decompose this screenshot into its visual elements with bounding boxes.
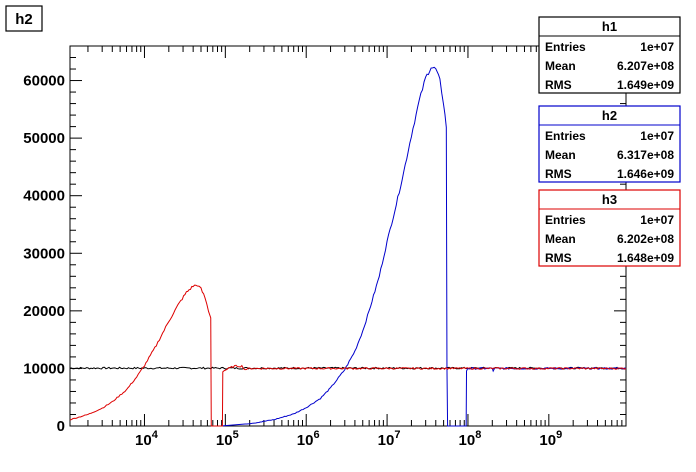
stats-box-frame	[538, 105, 681, 183]
stats-box-title: h2	[602, 108, 617, 123]
stats-value: 1e+07	[640, 40, 674, 54]
stats-label: RMS	[545, 167, 572, 181]
stats-label: Entries	[545, 213, 586, 227]
stats-value: 1.648e+09	[617, 251, 674, 265]
stats-label: RMS	[545, 251, 572, 265]
stats-value: 6.207e+08	[617, 59, 674, 73]
stats-value: 6.202e+08	[617, 232, 674, 246]
stats-label: Entries	[545, 40, 586, 54]
title-box: h2	[5, 5, 43, 32]
y-tick-label: 30000	[23, 245, 65, 262]
x-tick-label: 105	[216, 429, 239, 449]
stats-box-h1: h1 Entries 1e+07 Mean 6.207e+08 RMS 1.649e+09	[538, 16, 681, 94]
stats-label: Entries	[545, 129, 586, 143]
stats-label: Mean	[545, 148, 576, 162]
x-tick-label: 109	[539, 429, 562, 449]
y-tick-label: 10000	[23, 360, 65, 377]
x-tick-label: 104	[135, 429, 159, 449]
y-axis: 0 10000 20000 30000 40000 50000 60000	[23, 45, 626, 435]
x-tick-label: 106	[297, 429, 320, 449]
stats-value: 6.317e+08	[617, 148, 674, 162]
stats-label: RMS	[545, 78, 572, 92]
y-tick-label: 50000	[23, 130, 65, 147]
stats-box-h3: h3 Entries 1e+07 Mean 6.202e+08 RMS 1.648e+09	[538, 189, 681, 267]
stats-box-h2: h2 Entries 1e+07 Mean 6.317e+08 RMS 1.646e+09	[538, 105, 681, 183]
series-h2-line	[220, 66, 627, 427]
stats-box-frame	[538, 16, 681, 94]
stats-label: Mean	[545, 59, 576, 73]
stats-value: 1.649e+09	[617, 78, 674, 92]
chart-title: h2	[15, 11, 33, 28]
x-axis: 104 105 106 107 108 109	[87, 46, 627, 449]
stats-box-title: h3	[602, 192, 617, 207]
y-tick-label: 40000	[23, 188, 65, 205]
stats-label: Mean	[545, 232, 576, 246]
stats-box-title: h1	[602, 19, 617, 34]
y-tick-label: 0	[57, 418, 65, 435]
y-tick-label: 20000	[23, 303, 65, 320]
stats-value: 1e+07	[640, 129, 674, 143]
x-tick-label: 107	[378, 429, 401, 449]
y-tick-label: 60000	[23, 73, 65, 90]
stats-box-frame	[538, 189, 681, 267]
series-layer	[69, 66, 627, 427]
x-tick-label: 108	[459, 429, 482, 449]
series-h3-line	[69, 284, 627, 427]
stats-value: 1e+07	[640, 213, 674, 227]
stats-value: 1.646e+09	[617, 167, 674, 181]
